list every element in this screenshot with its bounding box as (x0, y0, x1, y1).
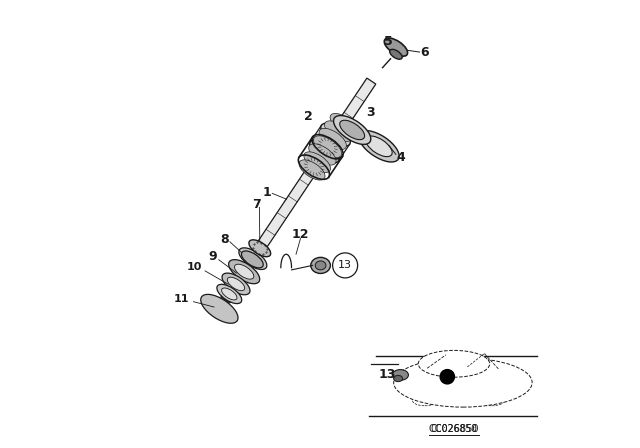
Ellipse shape (299, 160, 325, 180)
Text: 6: 6 (420, 46, 429, 59)
Ellipse shape (412, 395, 438, 406)
Ellipse shape (314, 136, 342, 158)
Ellipse shape (419, 350, 490, 377)
Circle shape (440, 370, 454, 384)
Ellipse shape (304, 152, 330, 172)
Ellipse shape (239, 248, 267, 270)
Ellipse shape (311, 257, 330, 273)
Text: 10: 10 (187, 263, 202, 272)
Ellipse shape (365, 136, 392, 157)
Text: 11: 11 (173, 294, 189, 304)
Ellipse shape (321, 123, 350, 146)
Text: 4: 4 (397, 151, 406, 164)
Text: CC026850: CC026850 (429, 424, 479, 435)
Ellipse shape (222, 273, 250, 295)
Ellipse shape (340, 120, 365, 140)
Text: 5: 5 (384, 35, 393, 48)
Ellipse shape (244, 252, 262, 265)
Ellipse shape (394, 375, 403, 382)
Ellipse shape (384, 38, 408, 56)
Ellipse shape (241, 251, 263, 268)
Text: 13: 13 (378, 368, 396, 381)
Ellipse shape (217, 284, 242, 304)
Ellipse shape (201, 294, 238, 323)
Ellipse shape (319, 128, 346, 150)
Ellipse shape (249, 240, 271, 257)
Text: 3: 3 (365, 106, 374, 119)
Text: 2: 2 (305, 110, 313, 123)
Ellipse shape (324, 121, 351, 142)
Ellipse shape (330, 113, 356, 134)
Circle shape (333, 253, 358, 278)
Ellipse shape (316, 261, 326, 270)
Text: 12: 12 (292, 228, 309, 241)
Ellipse shape (221, 288, 237, 300)
Ellipse shape (479, 395, 504, 406)
Ellipse shape (394, 358, 532, 407)
Text: 8: 8 (220, 233, 228, 246)
Ellipse shape (359, 131, 399, 162)
Ellipse shape (227, 277, 244, 291)
Text: 13: 13 (338, 260, 352, 271)
Ellipse shape (234, 264, 254, 279)
Ellipse shape (308, 144, 336, 165)
Text: 7: 7 (252, 198, 261, 211)
Text: CC026850: CC026850 (431, 424, 477, 435)
Ellipse shape (333, 116, 371, 144)
Polygon shape (221, 78, 376, 303)
Text: 9: 9 (208, 250, 217, 263)
Ellipse shape (228, 260, 260, 284)
Ellipse shape (310, 140, 339, 163)
Ellipse shape (392, 370, 408, 380)
Ellipse shape (390, 49, 402, 59)
Text: 1: 1 (262, 186, 271, 199)
